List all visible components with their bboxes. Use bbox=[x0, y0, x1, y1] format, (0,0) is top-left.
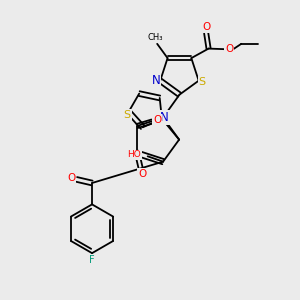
Text: N: N bbox=[152, 74, 160, 87]
Text: HO: HO bbox=[128, 150, 141, 159]
Text: O: O bbox=[153, 115, 161, 125]
Text: F: F bbox=[89, 255, 95, 265]
Text: S: S bbox=[199, 77, 206, 87]
Text: O: O bbox=[138, 169, 146, 179]
Text: O: O bbox=[67, 173, 75, 183]
Text: N: N bbox=[160, 111, 169, 124]
Text: O: O bbox=[202, 22, 210, 32]
Text: CH₃: CH₃ bbox=[148, 33, 164, 42]
Text: S: S bbox=[124, 110, 131, 120]
Text: O: O bbox=[225, 44, 233, 54]
